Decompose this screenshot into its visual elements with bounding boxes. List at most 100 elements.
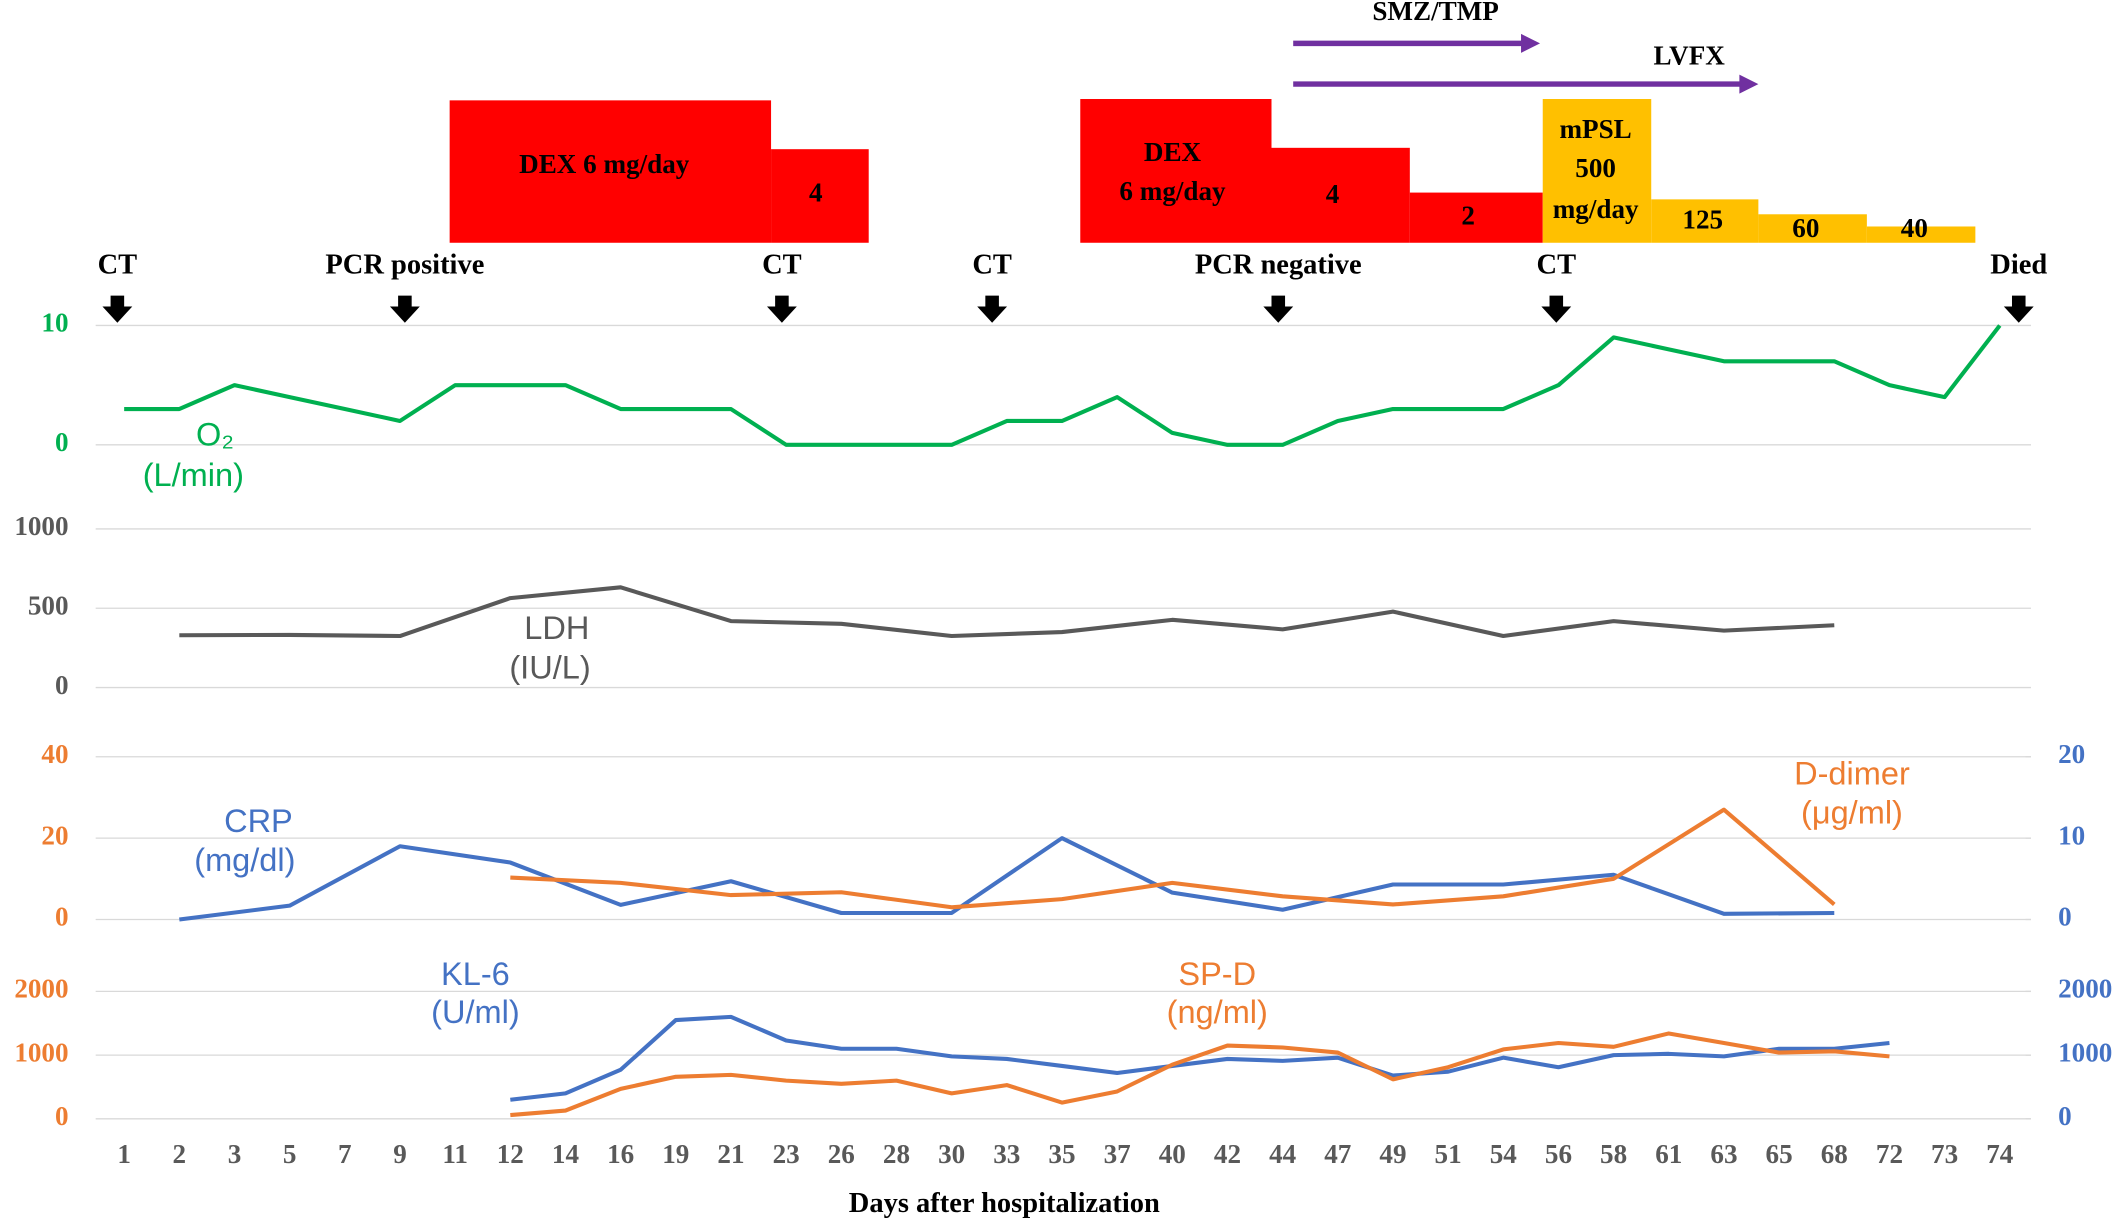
y2-tick-label: 2000 <box>2058 974 2112 1004</box>
treatment-block <box>1080 99 1272 243</box>
series-unit: (IU/L) <box>509 650 590 686</box>
drug-arrowhead <box>1521 33 1541 53</box>
series-label: CRP <box>224 803 293 839</box>
treatment-block <box>1542 99 1652 243</box>
x-tick-label: 56 <box>1545 1139 1572 1169</box>
x-tick-label: 47 <box>1324 1139 1351 1169</box>
series-unit: (μg/ml) <box>1801 795 1903 831</box>
y-tick-label: 0 <box>55 670 69 700</box>
treatment-block <box>1271 147 1410 243</box>
y-tick-label: 0 <box>55 427 69 457</box>
x-tick-label: 5 <box>283 1139 297 1169</box>
x-tick-label: 72 <box>1876 1139 1903 1169</box>
treatment-block <box>449 100 772 243</box>
y-tick-label: 0 <box>55 1101 69 1131</box>
data-line <box>124 324 2002 447</box>
x-tick-label: 74 <box>1986 1139 2014 1169</box>
x-tick-label: 49 <box>1379 1139 1406 1169</box>
series-unit: (ng/ml) <box>1167 994 1268 1030</box>
y-tick-label: 500 <box>28 590 69 620</box>
x-tick-label: 7 <box>338 1139 352 1169</box>
y-tick-label: 0 <box>55 902 69 932</box>
treatment-label: 500 <box>1575 153 1616 183</box>
treatment-label: 125 <box>1682 205 1723 235</box>
treatment-label: 4 <box>1326 179 1340 209</box>
y-tick-label: 1000 <box>14 511 68 541</box>
x-axis-title: Days after hospitalization <box>849 1188 1160 1219</box>
y-tick-label: 40 <box>41 739 68 769</box>
x-tick-label: 73 <box>1931 1139 1958 1169</box>
x-tick-label: 42 <box>1214 1139 1241 1169</box>
y2-tick-label: 1000 <box>2058 1037 2112 1067</box>
data-line <box>179 836 1835 922</box>
treatment-block <box>1866 226 1976 243</box>
y2-tick-label: 10 <box>2058 820 2085 850</box>
treatment-label: 6 mg/day <box>1119 176 1226 206</box>
treatment-label: 40 <box>1901 213 1928 243</box>
series-label: O₂ <box>196 416 234 452</box>
x-tick-label: 12 <box>497 1139 524 1169</box>
data-line <box>179 585 1835 639</box>
x-tick-label: 63 <box>1710 1139 1737 1169</box>
treatment-label: mPSL <box>1559 114 1631 144</box>
x-tick-label: 61 <box>1655 1139 1682 1169</box>
series-unit: (U/ml) <box>431 994 520 1030</box>
drug-arrowhead <box>1739 74 1759 94</box>
event-label: CT <box>762 250 802 281</box>
y2-tick-label: 0 <box>2058 1101 2072 1131</box>
x-tick-label: 26 <box>828 1139 855 1169</box>
x-tick-label: 68 <box>1821 1139 1848 1169</box>
x-tick-label: 65 <box>1766 1139 1793 1169</box>
x-tick-label: 21 <box>717 1139 744 1169</box>
series-label: LDH <box>524 610 589 646</box>
treatment-block <box>1651 199 1759 243</box>
event-arrow <box>2003 295 2034 323</box>
x-tick-label: 3 <box>228 1139 242 1169</box>
treatment-label: 2 <box>1461 201 1475 231</box>
x-tick-label: 30 <box>938 1139 965 1169</box>
x-tick-label: 28 <box>883 1139 910 1169</box>
event-label: PCR negative <box>1195 250 1362 281</box>
series-label: KL-6 <box>441 956 510 992</box>
treatment-label: mg/day <box>1553 194 1639 224</box>
event-arrow <box>1541 295 1572 323</box>
treatment-block <box>771 149 869 243</box>
event-label: CT <box>972 250 1012 281</box>
x-tick-label: 9 <box>393 1139 407 1169</box>
data-line <box>510 807 1836 910</box>
series-label: SP-D <box>1178 956 1256 992</box>
x-tick-label: 11 <box>442 1139 468 1169</box>
x-tick-label: 37 <box>1104 1139 1131 1169</box>
x-tick-label: 33 <box>993 1139 1020 1169</box>
drug-label: SMZ/TMP <box>1372 0 1499 26</box>
event-label: CT <box>98 250 138 281</box>
x-tick-label: 2 <box>173 1139 187 1169</box>
y2-tick-label: 0 <box>2058 902 2072 932</box>
event-arrow <box>766 295 797 323</box>
event-arrow <box>1263 295 1294 323</box>
y2-tick-label: 20 <box>2058 739 2085 769</box>
x-tick-label: 23 <box>773 1139 800 1169</box>
treatment-label: 60 <box>1792 213 1819 243</box>
x-tick-label: 16 <box>607 1139 634 1169</box>
treatment-label: 4 <box>809 178 823 208</box>
series-unit: (mg/dl) <box>194 842 295 878</box>
data-line <box>510 1014 1890 1102</box>
data-line <box>510 1031 1890 1118</box>
y-tick-label: 20 <box>41 820 68 850</box>
treatment-label: DEX <box>1144 137 1202 167</box>
x-tick-label: 58 <box>1600 1139 1627 1169</box>
x-tick-label: 14 <box>552 1139 580 1169</box>
event-arrow <box>389 295 420 323</box>
event-arrow <box>102 295 133 323</box>
series-unit: (L/min) <box>143 457 244 493</box>
event-label: Died <box>1990 250 2047 281</box>
treatment-label: DEX 6 mg/day <box>519 149 690 179</box>
treatment-block <box>1409 192 1543 243</box>
event-arrow <box>977 295 1008 323</box>
treatment-block <box>1758 214 1867 243</box>
event-label: PCR positive <box>325 250 484 281</box>
drug-label: LVFX <box>1654 41 1726 71</box>
